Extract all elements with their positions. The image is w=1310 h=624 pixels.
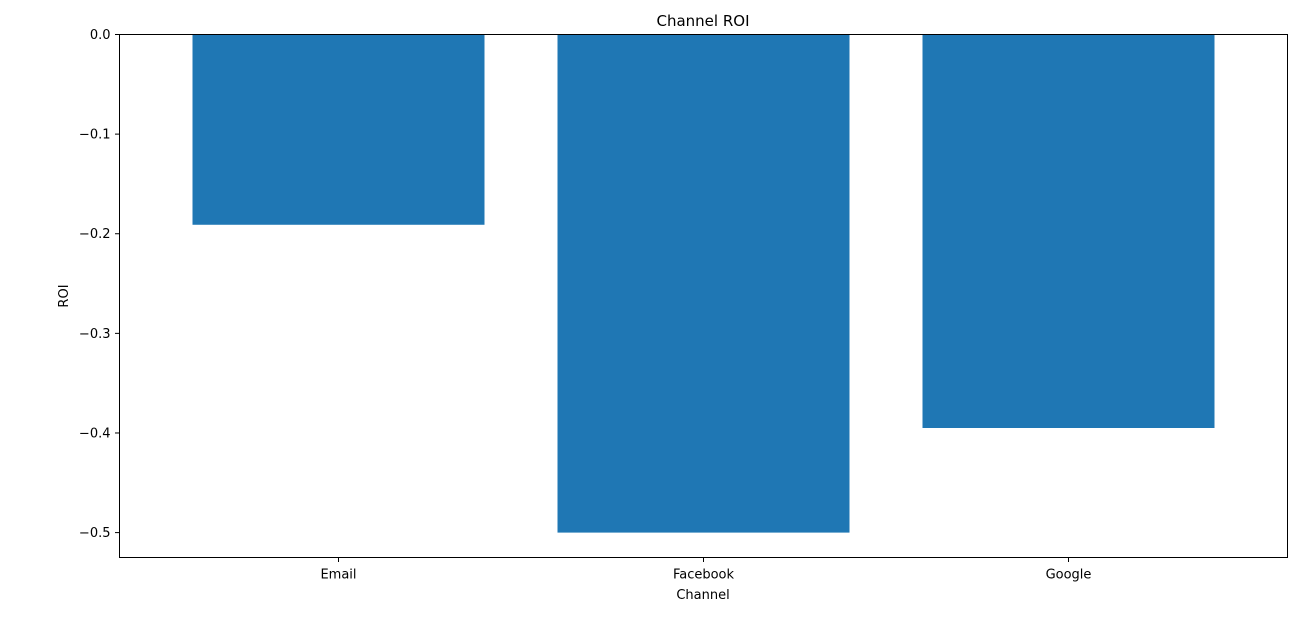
bar-google	[922, 34, 1215, 428]
y-axis: 0.0 −0.1 −0.2 −0.3 −0.4 −0.5	[79, 28, 120, 541]
y-tick-label: −0.5	[79, 526, 111, 541]
y-tick-label: −0.2	[79, 227, 111, 242]
y-tick-label: −0.1	[79, 128, 111, 143]
y-tick-label: −0.3	[79, 327, 111, 342]
x-axis-label: Channel	[676, 588, 729, 603]
bar-email	[192, 34, 485, 225]
bar-facebook	[557, 34, 850, 533]
x-tick-label: Google	[1046, 568, 1092, 583]
plot-area	[192, 34, 1215, 533]
x-tick-label: Email	[320, 568, 356, 583]
y-tick-label: −0.4	[79, 426, 111, 441]
x-axis: Email Facebook Google	[320, 557, 1092, 583]
x-tick-label: Facebook	[673, 568, 735, 583]
y-axis-label: ROI	[57, 284, 72, 307]
y-tick-label: 0.0	[90, 28, 111, 43]
chart-title: Channel ROI	[656, 12, 749, 30]
